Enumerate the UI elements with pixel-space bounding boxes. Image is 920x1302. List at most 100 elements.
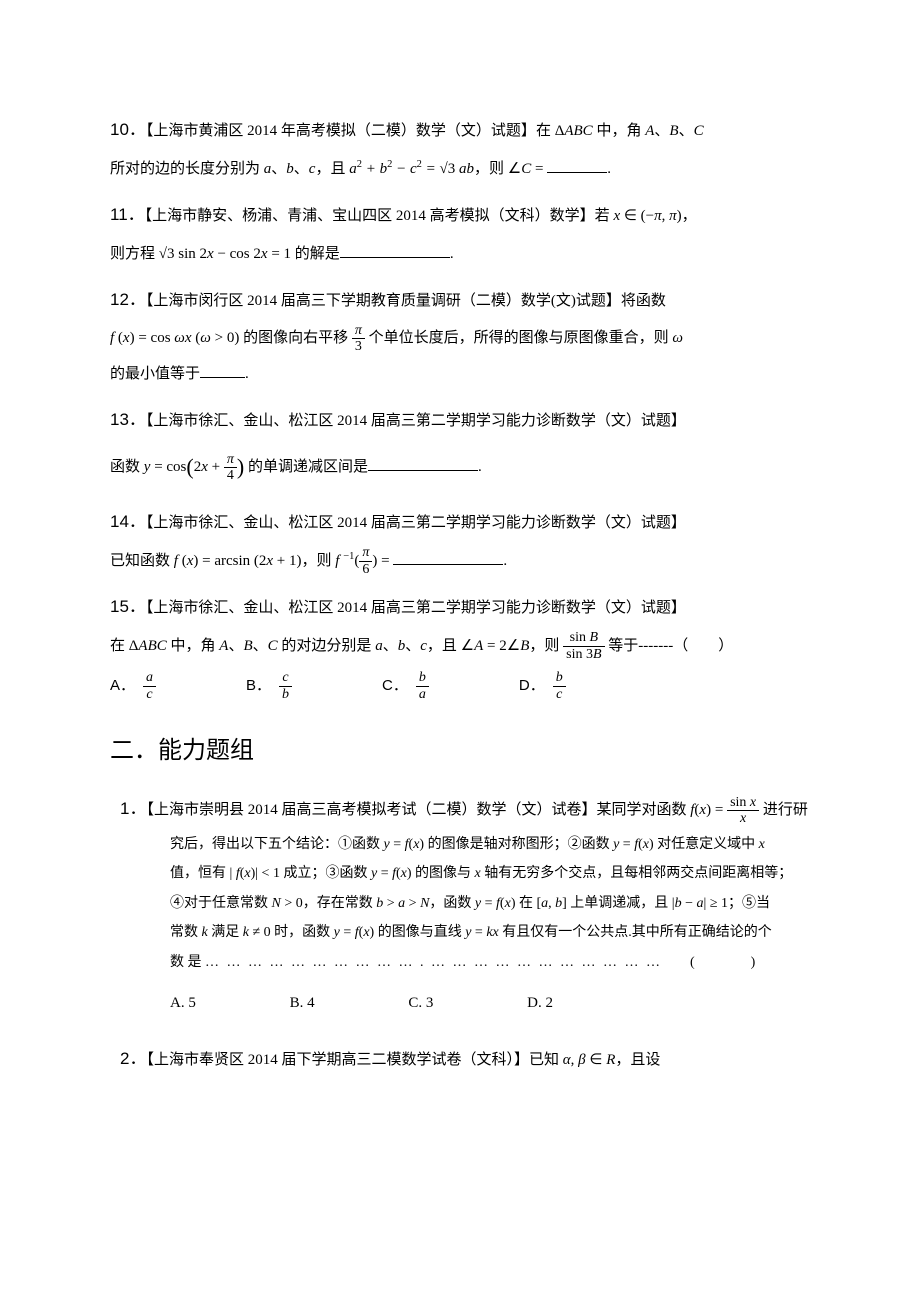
math-function: f (x) = arcsin (2x + 1) <box>174 553 302 569</box>
problem-body: 究后，得出以下五个结论：①函数 y = f(x) 的图像是轴对称图形；②函数 y… <box>170 830 820 977</box>
problem-number: 1． <box>120 799 146 818</box>
period: . <box>607 161 611 177</box>
math-triangle: ΔABC <box>555 123 593 139</box>
answer-blank <box>200 362 245 378</box>
math-triangle: ΔABC <box>129 638 167 654</box>
choice-a: A. 5 <box>170 985 196 1021</box>
section2-problem-1: 1．【上海市崇明县 2014 届高三高考模拟考试（二模）数学（文）试卷】某同学对… <box>110 789 820 1021</box>
choice-frac: ba <box>416 670 429 702</box>
problem-14: 14．【上海市徐汇、金山、松江区 2014 届高三第二学期学习能力诊断数学（文）… <box>110 502 820 579</box>
section-title: 二．能力题组 <box>110 722 820 780</box>
choice-c: C. 3 <box>408 985 433 1021</box>
frac-top: π <box>224 452 237 468</box>
text: 的单调递减区间是 <box>244 459 368 475</box>
math-fraction-pi6: π6 <box>359 545 372 577</box>
text: 所对的边的长度分别为 <box>110 161 264 177</box>
math-domain: x ∈ (−π, π) <box>613 208 681 224</box>
answer-blank <box>547 157 607 173</box>
choice-b: B． cb <box>246 668 292 704</box>
choice-frac: ac <box>143 670 156 702</box>
frac-bot: a <box>416 687 429 702</box>
math-alpha-beta: α, β ∈ R <box>563 1052 616 1068</box>
choice-label: D． <box>519 677 545 694</box>
choice-label: B． <box>246 677 271 694</box>
answer-blank <box>340 242 450 258</box>
text: 中，角 <box>167 638 220 654</box>
text: 将函数 <box>621 293 666 309</box>
text: 则方程 <box>110 246 159 262</box>
problem-source: 【上海市奉贤区 2014 届下学期高三二模数学试卷（文科）】 <box>146 1052 529 1068</box>
choice-d: D. 2 <box>527 985 553 1021</box>
choice-c: C． ba <box>382 668 429 704</box>
problem-source: 【上海市徐汇、金山、松江区 2014 届高三第二学期学习能力诊断数学（文）试题】 <box>146 515 686 531</box>
text: ，则 <box>474 161 508 177</box>
math-c: C <box>694 123 704 139</box>
math-angles: A、B、C <box>219 638 277 654</box>
problem-number: 13． <box>110 410 146 429</box>
text: ，且 <box>315 161 349 177</box>
choice-label: C． <box>382 677 408 694</box>
text: 的解是 <box>291 246 340 262</box>
math-fraction-sin: sin Bsin 3B <box>563 630 604 662</box>
problem-source: 【上海市徐汇、金山、松江区 2014 届高三第二学期学习能力诊断数学（文）试题】 <box>146 413 686 429</box>
math-function: f (x) = cos ωx (ω > 0) <box>110 330 239 346</box>
answer-blank <box>393 549 503 565</box>
math-b: B <box>669 123 678 139</box>
period: . <box>245 366 249 382</box>
frac-bot: 6 <box>359 562 372 577</box>
math-omega: ω <box>672 330 683 346</box>
frac-bot: c <box>553 687 566 702</box>
math-a: A <box>645 123 654 139</box>
math-fraction-pi3: π3 <box>352 323 365 355</box>
problem-number: 11． <box>110 205 145 224</box>
period: . <box>478 459 482 475</box>
text: 在 <box>110 638 129 654</box>
choice-a: A．ac <box>110 668 156 704</box>
answer-blank <box>368 455 478 471</box>
text: 的对边分别是 <box>278 638 376 654</box>
problem-10: 10．【上海市黄浦区 2014 年高考模拟（二模）数学（文）试题】在 ΔABC … <box>110 110 820 187</box>
text: ，则 <box>302 553 336 569</box>
math-side-a: a <box>264 161 272 177</box>
tail: 等于-------（ ） <box>605 638 734 654</box>
text: 函数 <box>110 459 144 475</box>
problem-source: 【上海市崇明县 2014 届高三高考模拟考试（二模）数学（文）试卷】 <box>146 802 596 818</box>
text: 已知函数 <box>110 553 174 569</box>
text: 若 <box>595 208 614 224</box>
problem-number: 2． <box>120 1049 146 1068</box>
text: 的最小值等于 <box>110 366 200 382</box>
problem-15: 15．【上海市徐汇、金山、松江区 2014 届高三第二学期学习能力诊断数学（文）… <box>110 587 820 704</box>
problem-source: 【上海市闵行区 2014 届高三下学期教育质量调研（二模）数学(文)试题】 <box>146 293 621 309</box>
period: . <box>450 246 454 262</box>
text: ，且设 <box>615 1052 660 1068</box>
problem-13: 13．【上海市徐汇、金山、松江区 2014 届高三第二学期学习能力诊断数学（文）… <box>110 400 820 494</box>
text: 某同学对函数 <box>596 802 690 818</box>
frac-top: sin B <box>563 630 604 646</box>
problem-number: 15． <box>110 597 146 616</box>
choice-frac: cb <box>279 670 292 702</box>
math-fraction-sinx: sin xx <box>727 795 759 827</box>
frac-top: π <box>359 545 372 561</box>
math-equation: √3 sin 2x − cos 2x = 1 <box>159 246 291 262</box>
problem-source: 【上海市静安、杨浦、青浦、宝山四区 2014 高考模拟（文科）数学】 <box>145 208 595 224</box>
math-angle-c: ∠C = <box>508 161 544 177</box>
choice-d: D．bc <box>519 668 566 704</box>
problem-number: 14． <box>110 512 146 531</box>
math-angle-eq: ∠A = 2∠B <box>461 638 530 654</box>
math-sides: a、b、c <box>375 638 427 654</box>
problem-number: 12． <box>110 290 146 309</box>
text: 进行研 <box>759 802 808 818</box>
frac-top: sin x <box>727 795 759 811</box>
choice-row: A．ac B． cb C． ba D．bc <box>110 668 820 704</box>
document-page: 10．【上海市黄浦区 2014 年高考模拟（二模）数学（文）试题】在 ΔABC … <box>0 0 920 1148</box>
frac-bot: sin 3B <box>563 647 604 662</box>
problem-12: 12．【上海市闵行区 2014 届高三下学期教育质量调研（二模）数学(文)试题】… <box>110 280 820 393</box>
problem-source: 【上海市徐汇、金山、松江区 2014 届高三第二学期学习能力诊断数学（文）试题】 <box>146 600 686 616</box>
section2-problem-2: 2．【上海市奉贤区 2014 届下学期高三二模数学试卷（文科）】已知 α, β … <box>110 1039 820 1080</box>
frac-bot: 3 <box>352 339 365 354</box>
math-function: y = cos <box>144 459 187 475</box>
frac-bot: c <box>143 687 156 702</box>
frac-top: a <box>143 670 156 686</box>
text: 的图像向右平移 <box>239 330 352 346</box>
math-fraction-pi4: π4 <box>224 452 237 484</box>
